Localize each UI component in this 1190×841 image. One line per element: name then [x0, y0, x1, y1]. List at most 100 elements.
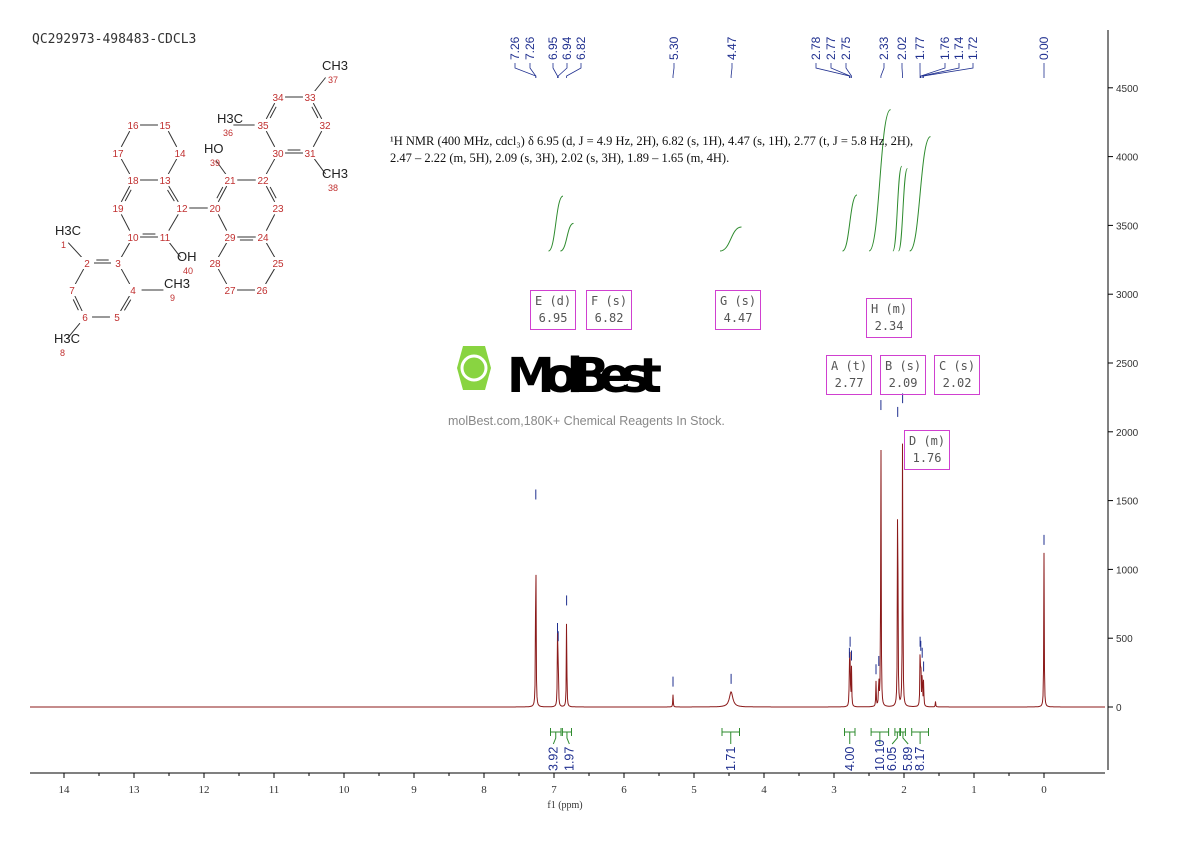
atom-bg	[256, 119, 270, 131]
y-tick-label: 1000	[1116, 565, 1139, 576]
atom-bg	[78, 311, 92, 323]
peak-label-connector	[566, 63, 582, 78]
integral-bracket	[844, 728, 856, 744]
multiplet-box: C (s) 2.02	[934, 355, 981, 395]
x-tick-label: 4	[761, 784, 767, 796]
integral-bracket	[550, 728, 562, 745]
functional-group: CH3	[322, 166, 348, 181]
multiplet-shift: 6.95	[538, 311, 568, 325]
bond	[67, 242, 83, 258]
peak-label-connector	[921, 63, 960, 78]
atom-bg	[126, 119, 140, 131]
atom-number: 5	[114, 313, 120, 324]
bond	[312, 130, 323, 148]
peak-label-connector	[901, 63, 903, 78]
multiplet-shift: 2.34	[874, 319, 904, 333]
multiplet-shift: 2.09	[888, 376, 918, 390]
atom-number: 21	[224, 176, 236, 187]
atom-number: 20	[209, 204, 221, 215]
peak-label: 7.26	[523, 36, 537, 60]
x-tick-label: 8	[481, 784, 487, 796]
peak-label: 6.95	[546, 36, 560, 60]
nmr-description: ¹H NMR (400 MHz, cdcl₃) δ 6.95 (d, J = 4…	[390, 133, 950, 167]
integral-curve	[898, 168, 908, 252]
functional-group: CH3	[322, 58, 348, 73]
bond	[168, 185, 179, 203]
description-line1: ¹H NMR (400 MHz, cdcl₃) δ 6.95 (d, J = 4…	[390, 134, 914, 148]
peak-label: 1.74	[952, 36, 966, 60]
integral-bracket	[561, 728, 572, 745]
integral-bracket	[891, 728, 901, 745]
multiplet-label: E (d)	[535, 294, 572, 308]
bond	[74, 295, 83, 312]
atom-number: 25	[272, 259, 284, 270]
spectrum-line	[30, 443, 1105, 708]
y-tick-label: 0	[1116, 703, 1122, 714]
atom-number: 26	[256, 286, 268, 297]
peak-label: 7.26	[508, 36, 522, 60]
atom-bg	[271, 257, 285, 269]
bond	[74, 268, 85, 285]
peak-label-connector	[557, 63, 568, 78]
peak-label-connector	[830, 63, 851, 78]
atom-bg	[175, 202, 189, 214]
y-tick-label: 2000	[1116, 428, 1139, 439]
integral-value: 8.17	[913, 747, 927, 771]
atom-bg	[208, 202, 222, 214]
atom-bg	[80, 257, 94, 269]
atom-number: 10	[127, 233, 139, 244]
atom-number: 35	[257, 121, 269, 132]
x-tick-label: 3	[831, 784, 837, 796]
x-tick-label: 13	[129, 784, 141, 796]
sample-id: QC292973-498483-CDCL3	[32, 32, 197, 47]
bond	[120, 185, 131, 203]
multiplet-box: B (s) 2.09	[880, 355, 927, 395]
bond	[217, 242, 228, 258]
logo-text: MolBest	[507, 348, 662, 402]
multiplet-box: A (t) 2.77	[826, 355, 873, 395]
x-tick-label: 0	[1041, 784, 1047, 796]
integral-value: 1.97	[562, 747, 576, 771]
peak-label: 1.76	[938, 36, 952, 60]
x-tick-label: 5	[691, 784, 697, 796]
atom-number: 33	[304, 93, 316, 104]
atom-bg	[111, 257, 125, 269]
peak-label: 5.30	[667, 36, 681, 60]
atom-bg	[126, 174, 140, 186]
bond	[217, 214, 228, 231]
x-tick-label: 10	[339, 784, 351, 796]
atom-bg	[158, 231, 172, 243]
atom-bg	[223, 174, 237, 186]
atom-number: 31	[304, 149, 316, 160]
bond	[120, 158, 131, 175]
y-tick-label: 4500	[1116, 84, 1139, 95]
atom-bg	[158, 119, 172, 131]
peak-label-connector	[529, 63, 537, 78]
atom-number: 17	[112, 149, 124, 160]
atom-number: 28	[209, 259, 221, 270]
bond	[66, 322, 81, 340]
multiplet-label: D (m)	[909, 434, 946, 448]
integral-value: 3.92	[546, 747, 560, 771]
watermark-text: molBest.com,180K+ Chemical Reagents In S…	[448, 414, 725, 428]
atom-bg	[271, 147, 285, 159]
bond	[265, 214, 276, 231]
atom-bg	[223, 231, 237, 243]
double-bond	[123, 299, 132, 311]
atom-bg	[256, 231, 270, 243]
double-bond	[311, 106, 319, 119]
double-bond	[216, 186, 224, 199]
y-tick-label: 500	[1116, 634, 1133, 645]
bond	[312, 102, 323, 120]
integral-curve	[892, 165, 903, 252]
integral-curve	[560, 222, 574, 252]
functional-group: OH	[177, 249, 197, 264]
bond	[265, 158, 276, 175]
functional-group: CH3	[164, 276, 190, 291]
bond	[265, 130, 276, 148]
double-bond	[269, 186, 277, 199]
atom-number: 7	[69, 286, 75, 297]
atom-number: 8	[60, 348, 65, 358]
bond	[265, 268, 275, 285]
